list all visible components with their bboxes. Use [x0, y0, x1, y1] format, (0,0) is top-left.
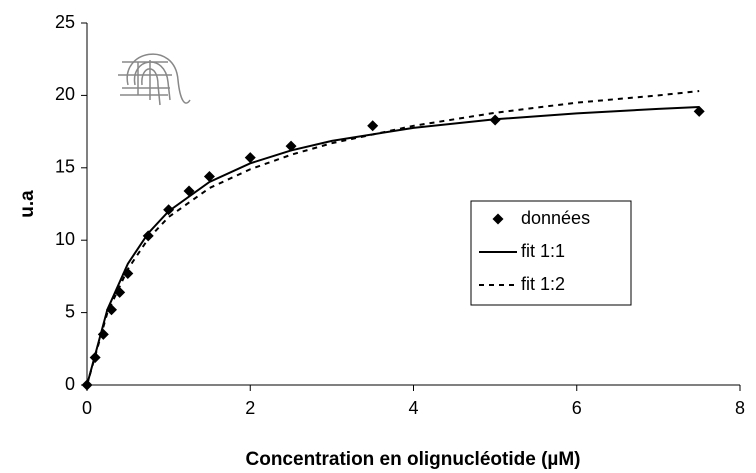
legend-label: données: [521, 208, 590, 228]
y-tick-label: 5: [65, 301, 75, 321]
y-axis-title: u.a: [17, 190, 38, 218]
x-tick-label: 8: [735, 398, 745, 418]
x-tick-label: 4: [408, 398, 418, 418]
fit-line: [86, 105, 700, 386]
icon: [118, 53, 191, 106]
x-tick-label: 2: [245, 398, 255, 418]
y-tick-label: 20: [55, 84, 75, 104]
legend-label: fit 1:1: [521, 241, 565, 261]
x-axis-title: Concentration en olignucléotide (µM): [246, 449, 581, 470]
x-tick-label: 0: [82, 398, 92, 418]
x-tick-label: 6: [572, 398, 582, 418]
data-point: [367, 120, 379, 132]
y-tick-label: 15: [55, 157, 75, 177]
y-tick-label: 10: [55, 229, 75, 249]
legend-label: fit 1:2: [521, 274, 565, 294]
data-point: [693, 105, 705, 117]
data-point: [163, 204, 175, 216]
legend-marker: [492, 213, 504, 225]
y-tick-label: 25: [55, 12, 75, 32]
data-point: [203, 170, 215, 182]
data-point: [244, 152, 256, 164]
y-tick-label: 0: [65, 374, 75, 394]
